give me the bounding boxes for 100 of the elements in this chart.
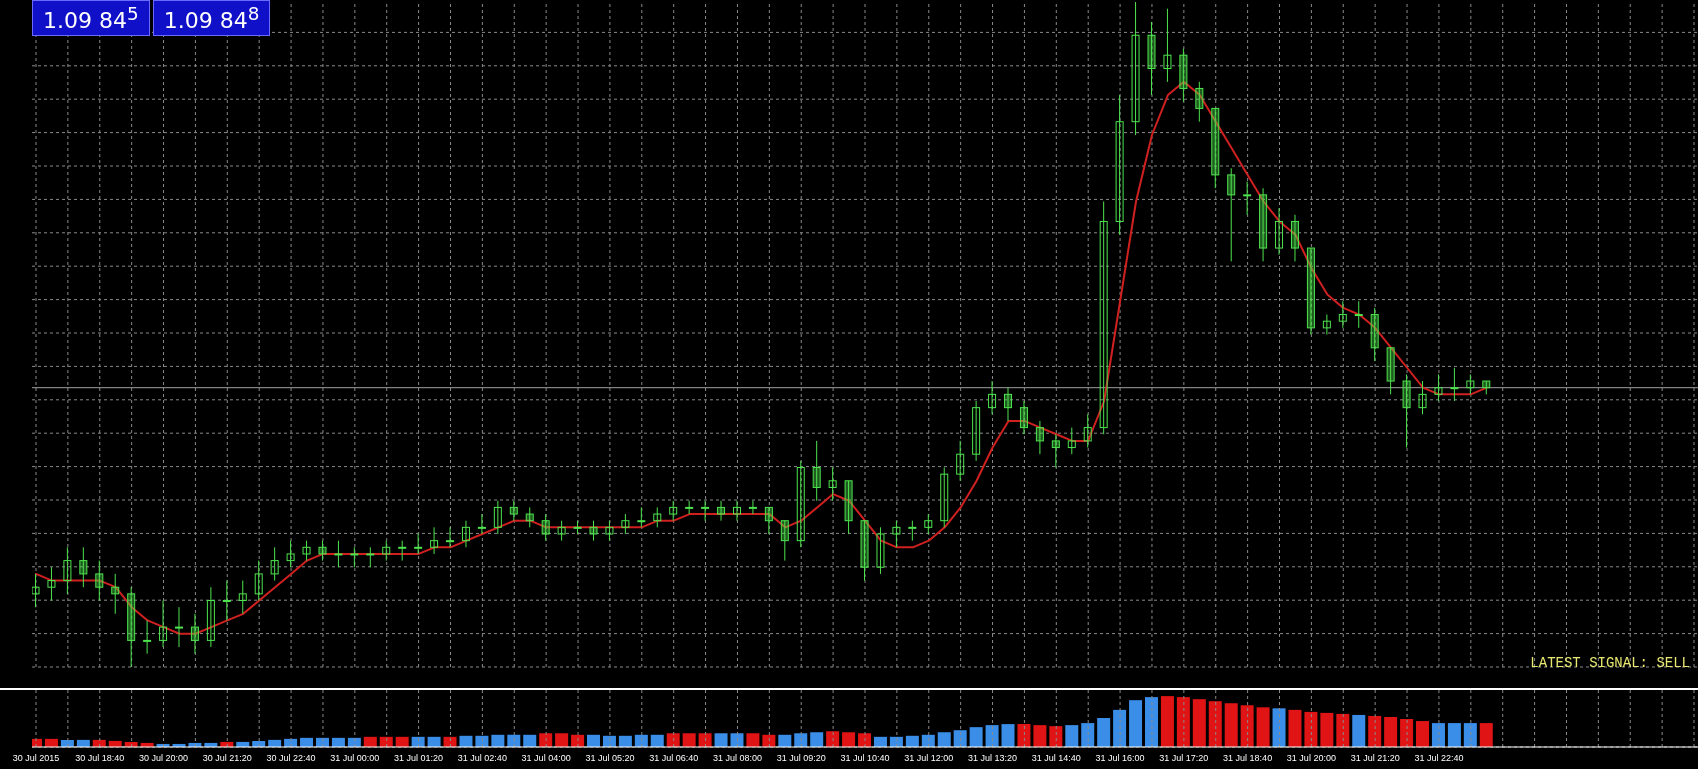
bar — [1001, 724, 1015, 747]
bar — [1145, 697, 1158, 747]
bar — [491, 734, 505, 747]
candlestick — [238, 580, 247, 615]
bar — [1208, 701, 1222, 747]
candlestick — [398, 540, 407, 562]
x-tick-label: 31 Jul 10:40 — [840, 753, 890, 764]
candlestick — [32, 573, 40, 608]
candlestick — [430, 526, 439, 555]
bar — [555, 733, 569, 747]
bar — [1081, 723, 1095, 747]
candlestick — [1370, 307, 1379, 362]
candlestick — [1227, 167, 1236, 262]
candlestick — [1386, 347, 1395, 395]
bar — [666, 733, 680, 747]
candlestick — [924, 513, 933, 535]
candlestick — [366, 546, 375, 568]
bar — [1479, 723, 1493, 747]
x-tick-label: 31 Jul 08:00 — [712, 753, 762, 764]
bar — [1288, 709, 1302, 747]
candlestick — [956, 440, 965, 482]
candlestick — [844, 480, 853, 535]
candlestick — [1051, 433, 1060, 468]
candlestick — [701, 500, 710, 522]
candlestick — [414, 533, 423, 555]
x-tick-label: 31 Jul 16:00 — [1095, 753, 1145, 764]
bar — [1192, 699, 1206, 747]
bar — [587, 734, 600, 747]
candlestick — [764, 506, 773, 535]
x-tick-label: 31 Jul 13:20 — [968, 753, 1018, 764]
annotation: 1.09 84$^{8}$ — [152, 0, 271, 37]
candlestick — [1259, 187, 1268, 262]
candlestick — [1067, 427, 1076, 455]
x-tick-label: 31 Jul 18:40 — [1223, 753, 1273, 764]
candlestick — [461, 520, 470, 548]
candlestick — [1482, 380, 1491, 395]
candlestick — [206, 586, 215, 648]
bar — [969, 727, 983, 747]
candlestick — [908, 520, 917, 542]
candlestick — [95, 560, 104, 601]
bar — [985, 725, 999, 747]
candlestick — [1338, 300, 1347, 329]
x-tick-label: 31 Jul 04:00 — [521, 753, 571, 764]
candlestick — [63, 546, 72, 595]
candlestick — [1466, 373, 1475, 395]
candlestick — [318, 540, 327, 562]
candlestick — [605, 520, 614, 542]
candlestick — [653, 506, 662, 528]
candlestick — [717, 500, 726, 522]
candlestick — [79, 546, 88, 588]
candlestick — [334, 540, 343, 568]
x-tick-label: 31 Jul 21:20 — [1350, 753, 1400, 764]
bar — [714, 733, 728, 747]
candlestick — [892, 520, 901, 548]
bar — [1224, 703, 1238, 747]
candlestick — [780, 520, 789, 562]
candlestick — [270, 546, 279, 582]
candlestick — [972, 400, 981, 462]
candlestick — [159, 600, 168, 648]
candlestick — [796, 460, 805, 548]
bar — [1160, 696, 1174, 747]
bar — [1033, 725, 1047, 747]
x-tick-label: 30 Jul 21:20 — [202, 753, 252, 764]
candlestick — [382, 540, 391, 562]
x-tick-label: 31 Jul 01:20 — [394, 753, 444, 764]
candlestick — [302, 540, 311, 562]
candlestick — [254, 560, 263, 601]
bar — [1320, 712, 1334, 747]
candlestick — [669, 500, 678, 522]
candlestick — [350, 546, 359, 568]
candlestick — [1099, 201, 1108, 435]
bar — [730, 733, 744, 747]
candlestick — [509, 500, 518, 522]
candlestick — [1147, 21, 1156, 96]
candlestick — [1019, 400, 1028, 435]
x-tick-label: 31 Jul 14:40 — [1031, 753, 1081, 764]
x-tick-label: 31 Jul 09:20 — [776, 753, 826, 764]
candlestick — [111, 573, 120, 615]
candlestick — [1354, 300, 1363, 329]
candlestick — [47, 566, 56, 601]
candlestick — [477, 513, 486, 535]
candlestick — [1290, 214, 1299, 262]
bar — [1017, 724, 1031, 747]
candlestick — [1131, 2, 1140, 136]
candlestick — [1275, 207, 1284, 256]
bar — [1272, 708, 1286, 747]
candlestick — [1083, 413, 1092, 449]
candlestick — [175, 606, 183, 648]
bar — [1447, 723, 1461, 747]
bar — [746, 733, 760, 747]
x-tick-label: 31 Jul 22:40 — [1414, 753, 1464, 764]
candlestick — [1179, 48, 1188, 103]
candlestick — [732, 500, 741, 522]
candlestick — [1306, 247, 1315, 335]
candlestick — [1450, 367, 1459, 402]
candlestick — [748, 500, 757, 515]
candlestick — [493, 500, 502, 535]
x-tick-label: 30 Jul 20:00 — [139, 753, 189, 764]
x-tick-label: 31 Jul 20:00 — [1286, 753, 1336, 764]
candlestick — [812, 440, 821, 502]
